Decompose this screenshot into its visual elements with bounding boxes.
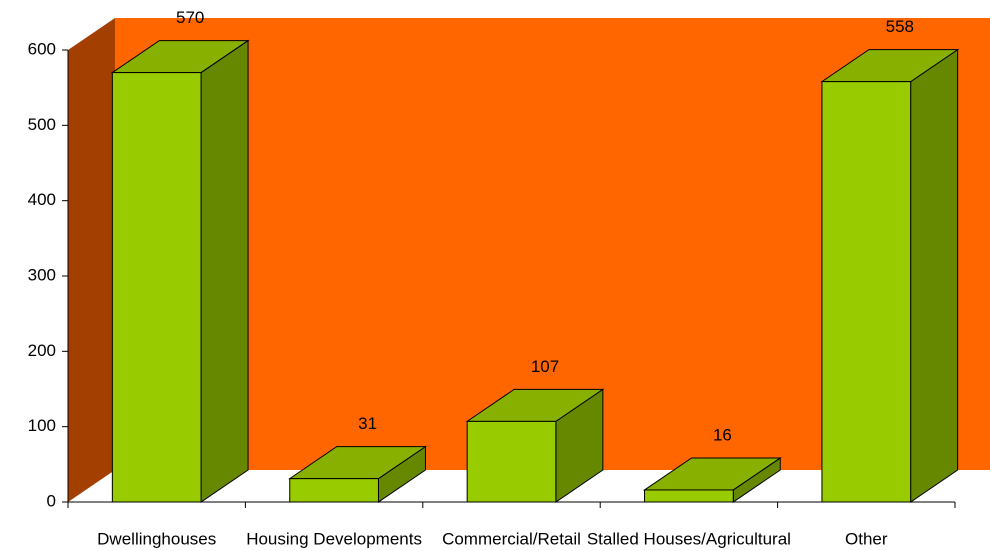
y-tick-label: 400 [28,190,56,209]
bar [821,81,912,503]
value-label: 107 [531,357,559,376]
value-label: 558 [886,17,914,36]
value-label: 16 [713,425,732,444]
bar-side [200,39,249,503]
y-tick-label: 500 [28,115,56,134]
y-tick-label: 100 [28,416,56,435]
y-tick-label: 300 [28,265,56,284]
bar-side [910,48,959,503]
bar [111,72,202,503]
x-tick-label: Housing Developments [246,529,422,548]
value-label: 31 [358,414,377,433]
y-tick-label: 600 [28,39,56,58]
x-tick-label: Stalled Houses/Agricultural [587,529,791,548]
value-label: 570 [176,8,204,27]
x-tick-label: Dwellinghouses [97,529,216,548]
bar [289,478,379,503]
bar [466,420,557,503]
left-wall [68,18,115,502]
bar [644,489,734,503]
x-tick-label: Other [845,529,888,548]
y-tick-label: 200 [28,341,56,360]
y-tick-label: 0 [47,491,56,510]
x-tick-label: Commercial/Retail [442,529,581,548]
